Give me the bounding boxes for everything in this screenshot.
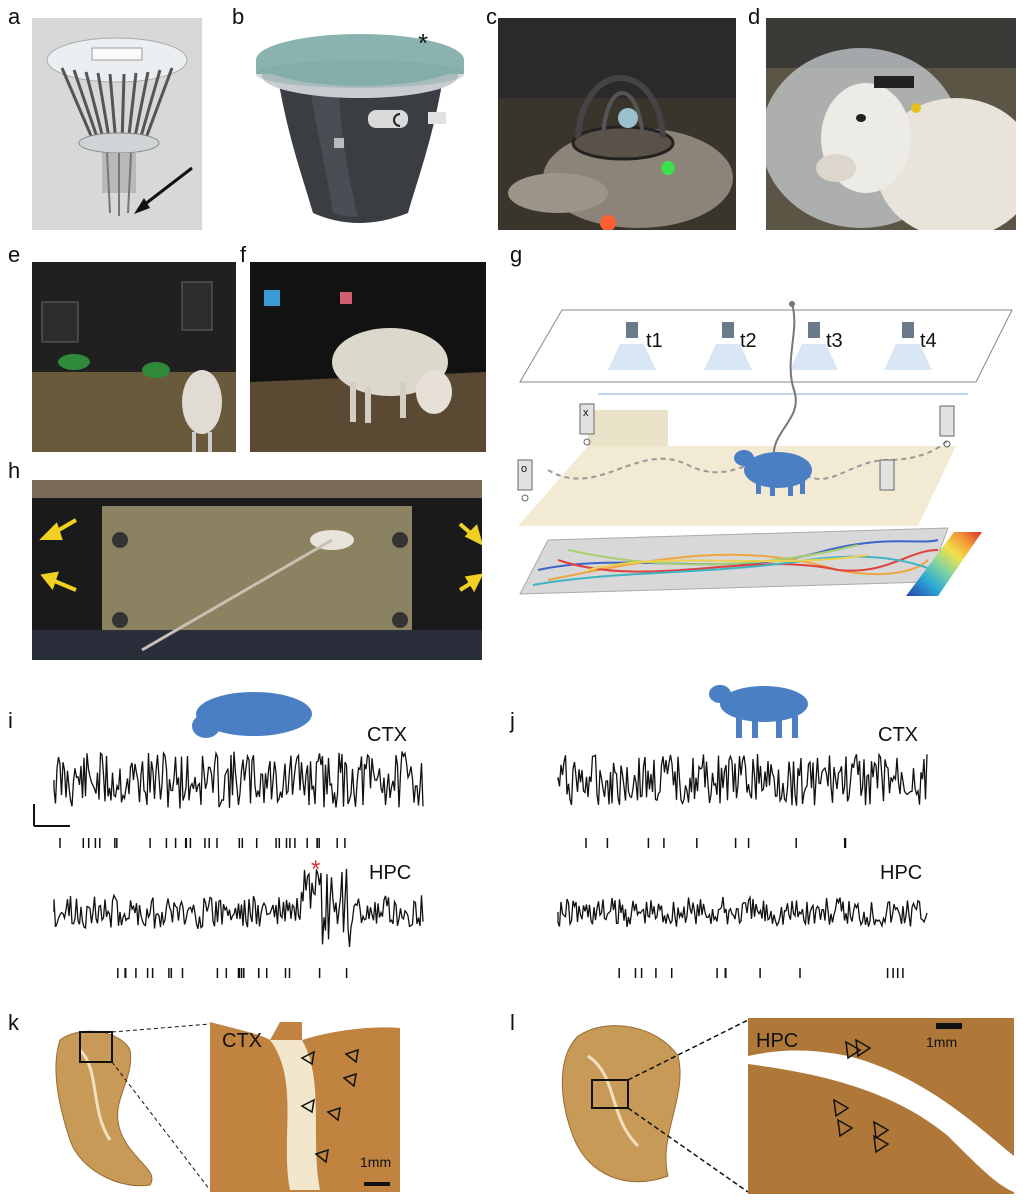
- ripple-event-marker: *: [311, 856, 321, 883]
- camera-icon: [790, 322, 838, 370]
- arena-overhead-photo: [32, 480, 482, 660]
- region-label-ctx: CTX: [222, 1030, 262, 1052]
- scale-label-l: 1mm: [926, 1034, 958, 1050]
- camera-label-t1: t1: [646, 330, 663, 352]
- traces-i: [33, 692, 424, 978]
- histology-panel-l: HPC 1mm: [548, 1016, 1018, 1196]
- panel-label-a: a: [8, 4, 21, 29]
- sheep-collar-photo: [766, 18, 1016, 230]
- camera-label-t3: t3: [826, 330, 843, 352]
- arena-photo-e: [32, 262, 236, 452]
- arena-photo-f: [250, 262, 486, 452]
- cue-label-x: x: [583, 407, 589, 419]
- arrow-icon: [39, 518, 482, 593]
- recording-panel-i: CTX HPC *: [20, 676, 440, 996]
- scale-bar: [33, 804, 70, 827]
- panel-label-b: b: [232, 4, 245, 29]
- sheep-headstage-photo: [498, 18, 736, 230]
- panel-label-h: h: [8, 458, 21, 483]
- tracking-schematic: t1 t2 t3 t4 o x: [508, 270, 1018, 605]
- histology-panel-k: CTX 1mm: [40, 1020, 410, 1195]
- electrode-array-photo: [32, 18, 202, 230]
- sheep-walking-icon: [734, 450, 812, 496]
- hpc-label-j: HPC: [880, 862, 923, 884]
- implant-housing-render: *: [248, 18, 468, 230]
- hpc-label-i: HPC: [369, 862, 412, 884]
- asterisk-marker: *: [418, 28, 429, 58]
- sheep-lying-icon: [192, 692, 312, 738]
- panel-label-i: i: [8, 708, 13, 733]
- cue-label-o: o: [521, 463, 528, 475]
- panel-label-l: l: [510, 1010, 515, 1035]
- arrowhead-icon: [300, 1048, 359, 1164]
- camera-icon: [884, 322, 932, 370]
- panel-label-k: k: [8, 1010, 19, 1035]
- ctx-label-j: CTX: [878, 724, 918, 746]
- ctx-label-i: CTX: [367, 724, 407, 746]
- region-label-hpc: HPC: [756, 1030, 799, 1052]
- panel-label-e: e: [8, 242, 21, 267]
- panel-label-c: c: [486, 4, 497, 29]
- scale-label-k: 1mm: [360, 1154, 392, 1170]
- camera-label-t4: t4: [920, 330, 937, 352]
- camera-label-t2: t2: [740, 330, 757, 352]
- camera-icon: [704, 322, 752, 370]
- panel-label-f: f: [240, 242, 247, 267]
- camera-icon: [608, 322, 656, 370]
- traces-j: [557, 685, 928, 978]
- recording-panel-j: CTX HPC: [540, 676, 960, 996]
- panel-label-j: j: [510, 708, 515, 733]
- arrowhead-icon: [833, 1038, 890, 1154]
- sheep-walking-icon: [709, 685, 808, 738]
- panel-label-d: d: [748, 4, 761, 29]
- panel-label-g: g: [510, 242, 523, 267]
